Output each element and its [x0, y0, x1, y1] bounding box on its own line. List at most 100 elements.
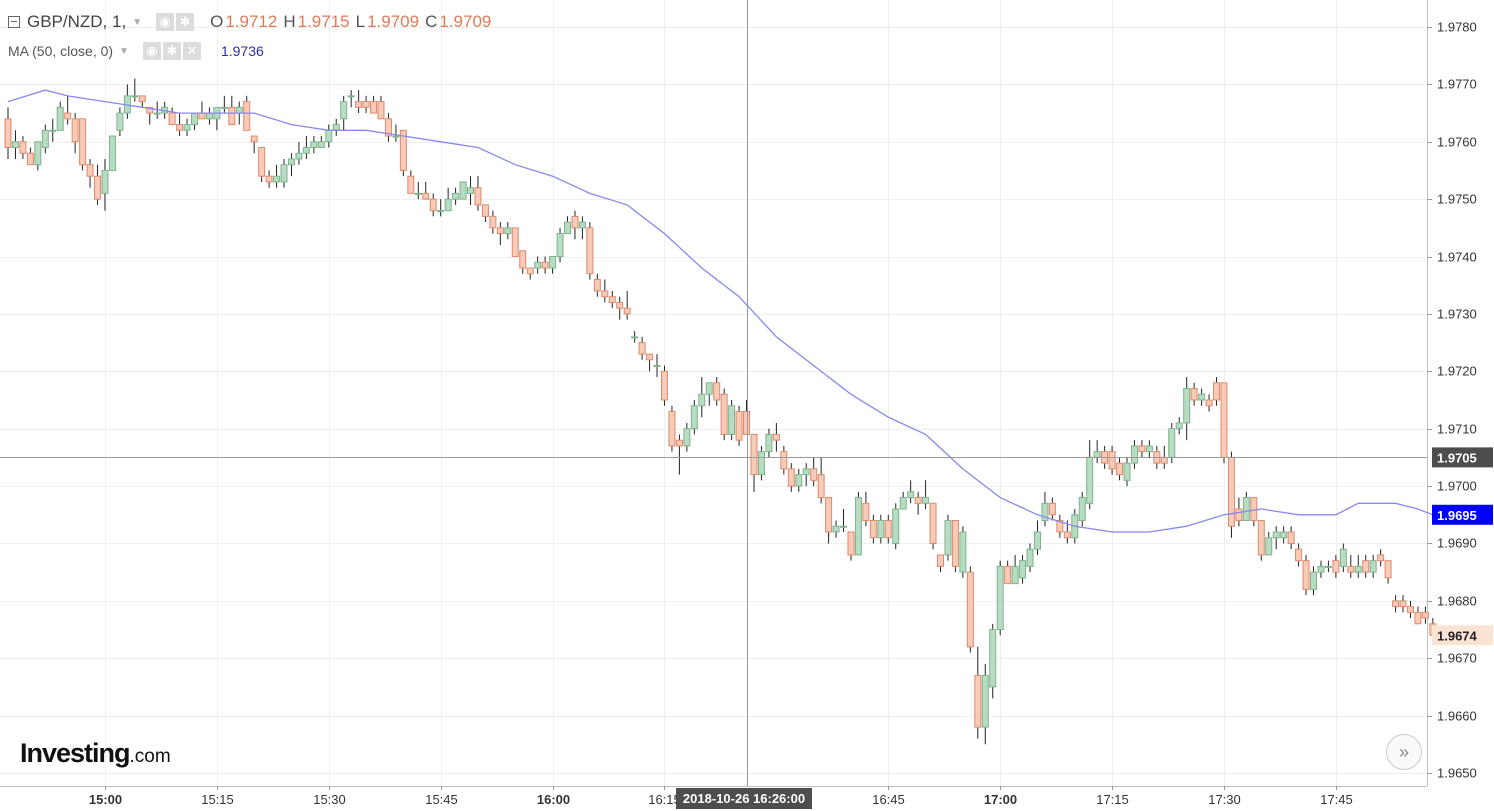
candle-body	[959, 531, 967, 573]
candle-body	[608, 296, 616, 303]
ma-price-badge	[1432, 504, 1493, 525]
eye-icon[interactable]: ◉	[142, 42, 161, 60]
candle-body	[1339, 548, 1347, 567]
candle-body	[653, 365, 661, 368]
caret-down-icon[interactable]: ▼	[119, 45, 129, 57]
candle-body	[1048, 502, 1056, 516]
candle-body	[690, 405, 698, 430]
candle-body	[64, 112, 72, 120]
candle-body	[489, 215, 497, 229]
candle-body	[1399, 600, 1407, 608]
y-tick-label: 1.9650	[1437, 766, 1477, 781]
ma-line	[7, 89, 1434, 533]
candle-body	[392, 135, 400, 138]
crosshair-time-label: 2018-10-26 16:26:00	[676, 788, 812, 809]
candle-body	[795, 474, 803, 487]
candle-body	[1354, 565, 1362, 573]
gear-icon[interactable]: ✱	[176, 13, 195, 31]
candle-body	[884, 520, 892, 539]
candle-body	[840, 525, 848, 528]
high-label: H	[283, 12, 296, 31]
candle-body	[310, 141, 318, 149]
candle-body	[198, 112, 206, 120]
candle-body	[1384, 560, 1392, 579]
candle-body	[377, 101, 385, 120]
candle-body	[601, 290, 609, 298]
candle-body	[802, 468, 810, 476]
close-value: 1.9709	[439, 12, 492, 31]
candle-body	[205, 112, 213, 120]
candle-body	[705, 382, 713, 395]
crosshair-price-badge-text: 1.9705	[1437, 450, 1477, 465]
candle-body	[854, 497, 862, 556]
candle-body	[280, 164, 288, 183]
candle-body	[914, 497, 922, 504]
candle-body	[989, 629, 997, 688]
candle-body	[176, 124, 184, 131]
low-label: L	[355, 12, 366, 31]
candle-body	[101, 169, 109, 194]
candle-body	[951, 520, 959, 567]
candle-body	[787, 468, 795, 487]
candle-body	[757, 451, 765, 476]
candle-body	[578, 221, 586, 229]
candle-body	[496, 227, 504, 235]
candle-body	[228, 106, 236, 126]
candle-body	[1250, 497, 1258, 522]
y-tick-label: 1.9780	[1437, 20, 1477, 35]
candle-body	[191, 112, 198, 126]
candle-body	[273, 175, 281, 183]
candle-body	[660, 370, 668, 401]
candle-body	[459, 181, 467, 200]
eye-icon[interactable]: ◉	[156, 13, 175, 31]
candle-body	[1011, 565, 1019, 585]
candle-body	[1175, 422, 1183, 430]
candle-body	[138, 95, 146, 103]
candle-body	[1414, 611, 1422, 625]
candle-body	[922, 497, 930, 504]
candle-body	[899, 497, 907, 510]
candle-body	[1190, 388, 1198, 401]
x-tick-label: 17:45	[1320, 792, 1353, 807]
candle-body	[235, 106, 243, 114]
investing-logo: Investing.com	[20, 738, 171, 769]
candle-body	[720, 393, 728, 435]
candle-body	[1160, 456, 1168, 464]
candle-body	[474, 187, 482, 206]
candle-body	[1004, 565, 1012, 585]
candle-body	[869, 520, 877, 539]
candle-body	[19, 141, 27, 154]
candle-body	[399, 129, 407, 171]
ma-legend: MA (50, close, 0) ▼ ◉ ✱ ✕ 1.9736	[8, 42, 264, 60]
candle-body	[265, 175, 273, 183]
candle-body	[258, 147, 266, 177]
candle-body	[1168, 428, 1176, 458]
collapse-box-icon[interactable]	[8, 16, 20, 28]
x-tick-label: 17:30	[1208, 792, 1241, 807]
double-chevron-right-icon[interactable]: »	[1386, 734, 1422, 770]
candle-body	[1138, 445, 1146, 453]
open-label: O	[210, 12, 224, 31]
candle-body	[1302, 560, 1310, 590]
candle-body	[1324, 565, 1332, 568]
caret-down-icon[interactable]: ▼	[132, 16, 143, 28]
candle-body	[1310, 571, 1317, 590]
gear-icon[interactable]: ✱	[162, 42, 181, 60]
candle-body	[414, 192, 422, 195]
close-icon[interactable]: ✕	[182, 42, 201, 60]
candle-body	[735, 410, 743, 441]
candle-body	[429, 198, 437, 212]
candle-body	[1362, 560, 1370, 573]
last-price-badge	[1432, 625, 1493, 646]
x-tick-label: 15:45	[425, 792, 458, 807]
candle-body	[437, 210, 445, 213]
candle-body	[108, 135, 116, 171]
candle-body	[504, 227, 512, 235]
candle-body	[1205, 399, 1213, 407]
candle-body	[728, 405, 736, 435]
y-tick-label: 1.9690	[1437, 536, 1477, 551]
y-tick-label: 1.9740	[1437, 250, 1477, 265]
candle-body	[772, 433, 780, 441]
candle-body	[1287, 531, 1295, 544]
